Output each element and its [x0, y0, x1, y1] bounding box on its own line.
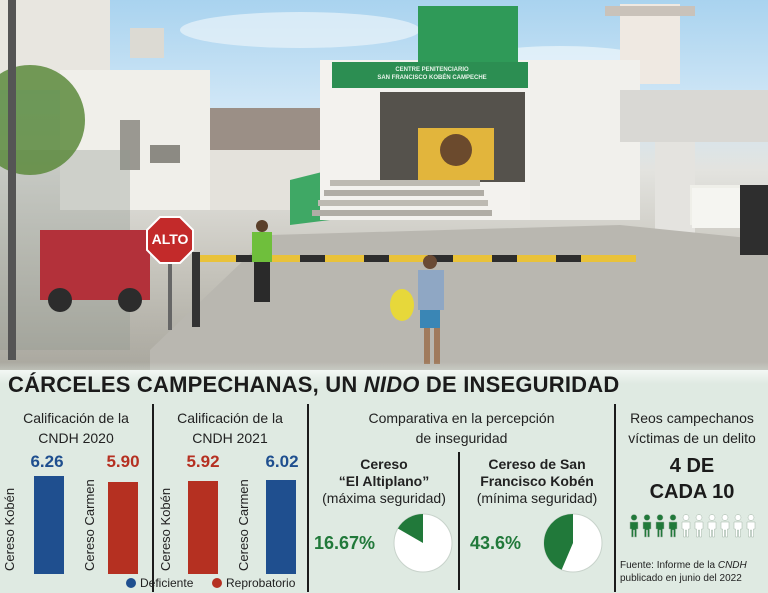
person-icon-affected — [667, 514, 679, 538]
comparison-item-1-value: 16.67% — [314, 533, 376, 553]
victims-source-line-1: Fuente: Informe de la CNDH — [620, 559, 766, 572]
headline-part-2: DE INSEGURIDAD — [419, 372, 620, 397]
person-icon — [732, 514, 744, 538]
victims-source: Fuente: Informe de la CNDH publicado en … — [620, 559, 766, 585]
rating-2020-bar-1 — [34, 476, 64, 574]
divider-3 — [458, 452, 460, 590]
comparison-title-line-2: de inseguridad — [415, 430, 508, 446]
person-icon — [719, 514, 731, 538]
comparison-item-1-pie — [393, 513, 453, 573]
rating-2021-value-1: 5.92 — [186, 452, 220, 471]
pie-slice — [397, 514, 423, 543]
comparison-item-2-name-line-1: Cereso de San — [488, 456, 586, 472]
rating-2020-title-line-2: CNDH 2020 — [38, 430, 114, 446]
person-icon-affected — [654, 514, 666, 538]
headline-italic: NIDO — [363, 372, 420, 397]
stop-sign-text: ALTO — [151, 231, 189, 247]
comparison-item-2-name-line-2: Francisco Kobén — [480, 473, 594, 489]
rating-2021-label-2: Cereso Carmen — [236, 479, 251, 571]
victims-title-line-1: Reos campechanos — [630, 410, 754, 426]
comparison-item-2-pie — [543, 513, 603, 573]
rating-2020-value-1: 6.26 — [30, 452, 64, 471]
rating-2020-value-2: 5.90 — [106, 452, 140, 471]
victims-big-line-2: CADA 10 — [649, 481, 735, 503]
divider-4 — [614, 404, 616, 592]
divider-2 — [307, 404, 309, 592]
person-icon — [706, 514, 718, 538]
comparison-item-1-name-line-1: Cereso — [360, 456, 408, 472]
rating-2020-title-line-1: Calificación de la — [23, 410, 129, 426]
building-sign-line-1: CENTRE PENITENCIARIO — [395, 67, 469, 73]
victims-title-line-2: víctimas de un delito — [628, 430, 756, 446]
prison-photo: ALTO CENTRE PENITENCIARIO SAN FRANCISCO … — [0, 0, 768, 370]
rating-2021-value-2: 6.02 — [265, 452, 299, 471]
building-sign-line-2: SAN FRANCISCO KOBÉN CAMPECHE — [377, 75, 487, 81]
comparison-item-2-name: Cereso de San Francisco Kobén (mínima se… — [461, 456, 613, 507]
person-icon-affected — [628, 514, 640, 538]
person-icon — [680, 514, 692, 538]
comparison-title: Comparativa en la percepción de inseguri… — [309, 408, 614, 448]
victims-people-icons — [628, 514, 758, 538]
divider-1 — [152, 404, 154, 592]
victims-source-cndh: CNDH — [717, 560, 747, 571]
rating-2021-bar-2 — [266, 479, 296, 574]
prison-scene — [0, 0, 768, 370]
rating-2020-bar-2 — [108, 481, 138, 574]
comparison-item-1-note: (máxima seguridad) — [322, 490, 446, 506]
rating-2020-title: Calificación de la CNDH 2020 — [0, 408, 152, 448]
victims-big-line-1: 4 DE — [669, 455, 715, 477]
victims-big-figure: 4 DE CADA 10 — [616, 453, 768, 505]
rating-2021-title-line-2: CNDH 2021 — [192, 430, 268, 446]
comparison-item-2-note: (mínima seguridad) — [476, 490, 598, 506]
legend-dot-deficiente — [126, 578, 136, 588]
victims-source-line-2: publicado en junio del 2022 — [620, 573, 742, 584]
rating-2021-title: Calificación de la CNDH 2021 — [154, 408, 306, 448]
stop-sign-octagon — [146, 216, 194, 264]
pie-slice — [543, 514, 573, 570]
rating-2021-label-1: Cereso Kobén — [158, 487, 173, 571]
legend-dot-reprobatorio — [212, 578, 222, 588]
rating-2021-bar-1 — [188, 481, 218, 574]
person-icon — [745, 514, 757, 538]
legend-deficiente: Deficiente — [126, 576, 193, 590]
building-sign: CENTRE PENITENCIARIO SAN FRANCISCO KOBÉN… — [340, 66, 524, 82]
comparison-item-1-name: Cereso “El Altiplano” (máxima seguridad) — [310, 456, 458, 507]
legend-label-reprobatorio: Reprobatorio — [226, 576, 296, 590]
headline: CÁRCELES CAMPECHANAS, UN NIDO DE INSEGUR… — [8, 372, 619, 398]
victims-title: Reos campechanos víctimas de un delito — [616, 408, 768, 448]
comparison-item-1-name-line-2: “El Altiplano” — [338, 473, 430, 489]
stop-sign: ALTO — [146, 216, 194, 264]
victims-source-prefix: Fuente: Informe de la — [620, 560, 718, 571]
rating-2021-title-line-1: Calificación de la — [177, 410, 283, 426]
rating-2020-label-2: Cereso Carmen — [82, 479, 97, 571]
comparison-title-line-1: Comparativa en la percepción — [368, 410, 555, 426]
headline-part-1: CÁRCELES CAMPECHANAS, UN — [8, 372, 364, 397]
rating-2020-label-1: Cereso Kobén — [2, 487, 17, 571]
person-icon — [693, 514, 705, 538]
legend-label-deficiente: Deficiente — [140, 576, 194, 590]
comparison-item-2-value: 43.6% — [470, 533, 522, 553]
legend-reprobatorio: Reprobatorio — [212, 576, 295, 590]
person-icon-affected — [641, 514, 653, 538]
